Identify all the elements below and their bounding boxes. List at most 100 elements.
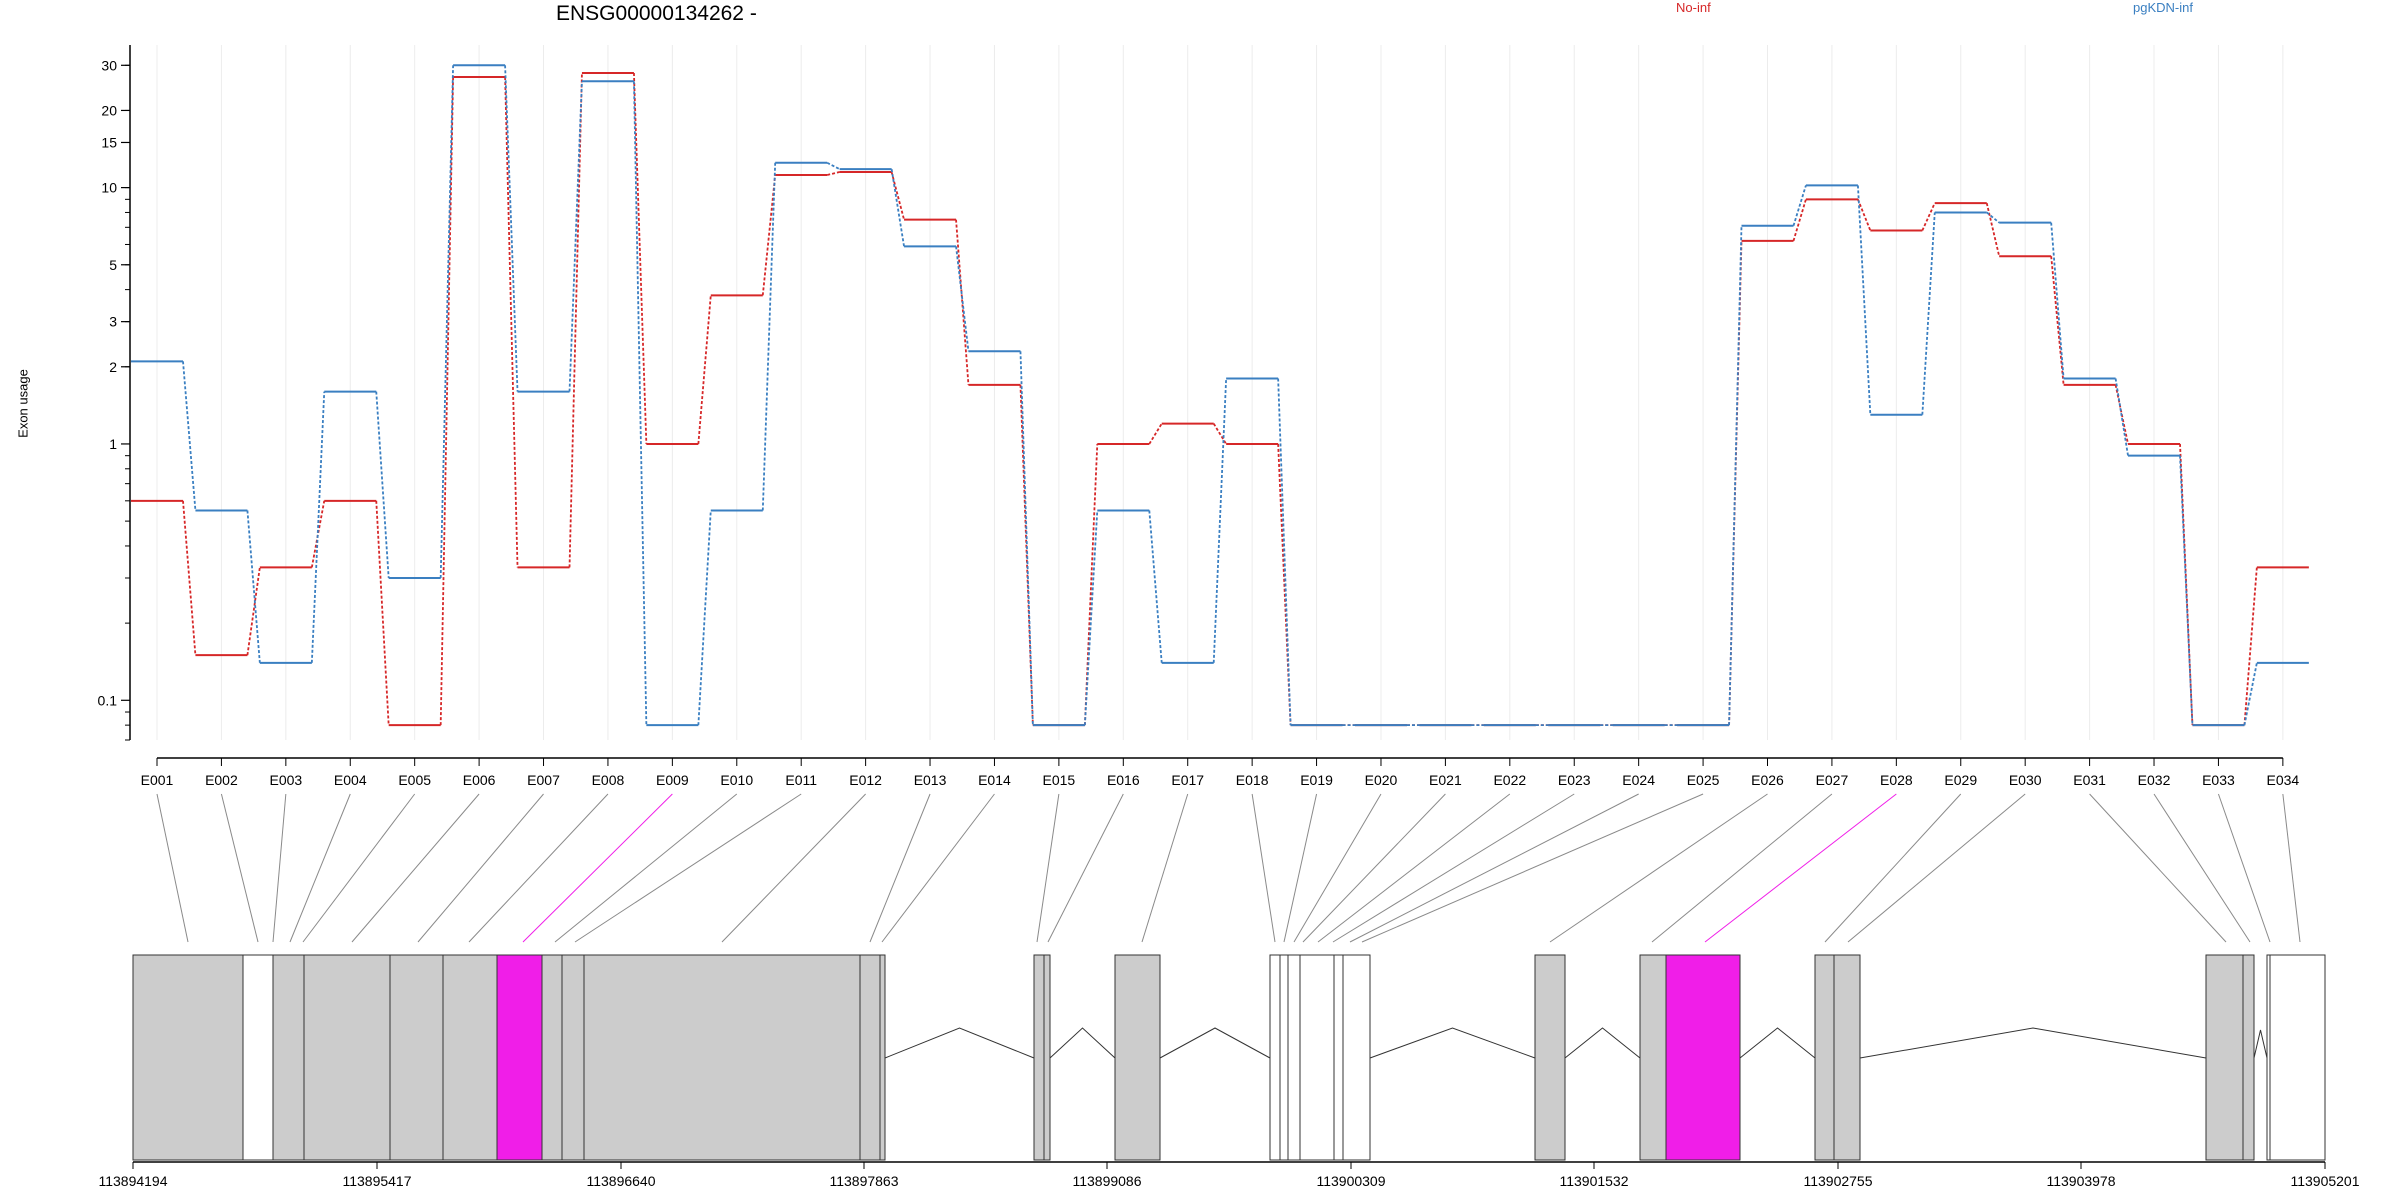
exon-connector xyxy=(417,793,544,943)
series-lines xyxy=(131,64,2309,727)
exon-box xyxy=(242,954,274,1161)
series-connector-no-inf xyxy=(1857,199,1872,231)
x-tick-label: E016 xyxy=(1107,772,1140,788)
exon-connector xyxy=(351,793,480,943)
exon-connector xyxy=(1283,793,1318,943)
exon-box xyxy=(496,954,543,1161)
x-tick-label: E009 xyxy=(656,772,689,788)
x-tick-label: E012 xyxy=(849,772,882,788)
x-tick-label: E034 xyxy=(2267,772,2300,788)
x-tick-label: E031 xyxy=(2073,772,2106,788)
genomic-tick-label: 113895417 xyxy=(342,1173,411,1189)
exon-box xyxy=(1534,954,1566,1161)
x-tick-label: E020 xyxy=(1365,772,1398,788)
exon-connector xyxy=(2089,793,2227,943)
exon-connector xyxy=(272,793,287,943)
series-connector-pgkdn-inf xyxy=(1212,378,1228,663)
series-connector-pgkdn-inf xyxy=(1921,212,1936,415)
exon-box xyxy=(2269,954,2326,1161)
gene-model xyxy=(132,954,2326,1161)
exon-box xyxy=(1639,954,1667,1161)
series-connector-no-inf xyxy=(1985,202,2001,257)
exon-box xyxy=(1299,954,1335,1161)
series-connector-no-inf xyxy=(1921,202,1936,231)
series-connector-pgkdn-inf xyxy=(761,162,777,511)
exon-box xyxy=(1269,954,1281,1161)
exon-connector xyxy=(2217,793,2271,943)
series-connector-pgkdn-inf xyxy=(439,65,454,579)
y-tick-label: 1 xyxy=(109,436,117,452)
exon-connector xyxy=(522,793,673,943)
exon-connector xyxy=(721,793,866,943)
x-tick-label: E015 xyxy=(1043,772,1076,788)
exon-box xyxy=(303,954,391,1161)
x-tick-label: E024 xyxy=(1622,772,1655,788)
exon-connector xyxy=(156,793,189,943)
genomic-tick-label: 113894194 xyxy=(98,1173,167,1189)
exon-connector xyxy=(1141,793,1189,943)
x-tick-label: E032 xyxy=(2138,772,2171,788)
exon-box xyxy=(2242,954,2255,1161)
exon-box xyxy=(583,954,861,1161)
series-connector-pgkdn-inf xyxy=(246,510,261,663)
exon-connector xyxy=(881,793,995,943)
series-connector-pgkdn-inf xyxy=(182,361,197,511)
y-tick-label: 30 xyxy=(101,57,117,73)
series-connector-no-inf xyxy=(310,500,326,568)
series-connector-pgkdn-inf xyxy=(1792,185,1807,226)
exon-connector xyxy=(1651,793,1833,943)
y-tick-label: 0.1 xyxy=(98,692,118,708)
exon-connector xyxy=(1549,793,1768,943)
y-tick-label: 2 xyxy=(109,359,117,375)
x-tick-label: E003 xyxy=(269,772,302,788)
genomic-tick-label: 113905201 xyxy=(2290,1173,2359,1189)
exon-box xyxy=(442,954,498,1161)
genomic-tick-label: 113902755 xyxy=(1803,1173,1872,1189)
exon-connector xyxy=(574,793,802,943)
exon-connector-lines xyxy=(156,793,2301,943)
exon-connector xyxy=(220,793,259,943)
series-connector-no-inf xyxy=(1019,384,1034,726)
exon-connector xyxy=(1704,793,1897,943)
series-connector-no-inf xyxy=(1148,423,1163,445)
intron-line xyxy=(1159,1027,1271,1059)
exon-box xyxy=(272,954,305,1161)
exon-connector xyxy=(289,793,351,943)
x-tick-label: E006 xyxy=(463,772,496,788)
exon-connector xyxy=(554,793,738,943)
x-tick-label: E025 xyxy=(1687,772,1720,788)
x-tick-label: E013 xyxy=(914,772,947,788)
page-title: ENSG00000134262 - xyxy=(556,2,757,25)
x-tick-label: E014 xyxy=(978,772,1011,788)
exon-connector xyxy=(468,793,609,943)
series-connector-pgkdn-inf xyxy=(955,246,970,352)
intron-line xyxy=(1049,1027,1116,1059)
exon-connector xyxy=(1317,793,1511,943)
exon-connector xyxy=(2282,793,2301,943)
series-connector-pgkdn-inf xyxy=(890,169,905,247)
exon-connector xyxy=(1047,793,1124,943)
exon-connector xyxy=(1036,793,1060,943)
exon-connector xyxy=(1302,793,1446,943)
y-tick-label: 20 xyxy=(101,102,117,118)
intron-line xyxy=(1859,1027,2207,1059)
exon-connector xyxy=(302,793,416,943)
exon-box xyxy=(859,954,881,1161)
x-tick-label: E011 xyxy=(785,772,817,788)
series-connector-pgkdn-inf xyxy=(826,161,841,170)
intron-line xyxy=(1564,1027,1641,1059)
intron-line xyxy=(2253,1029,2268,1059)
genomic-tick-label: 113896640 xyxy=(586,1173,655,1189)
exon-box xyxy=(561,954,585,1161)
exon-box xyxy=(1342,954,1371,1161)
series-connector-no-inf xyxy=(633,72,648,444)
axes: 0.1 1 2 3 5 10 15 20 30 E001 E002 E003 E004 E005 E006 E… xyxy=(98,45,2300,788)
exon-connector xyxy=(869,793,931,943)
series-connector-no-inf xyxy=(890,171,905,220)
series-connector-no-inf xyxy=(1212,423,1227,445)
exon-box xyxy=(1814,954,1835,1161)
series-connector-no-inf xyxy=(568,72,583,568)
x-tick-label: E008 xyxy=(592,772,625,788)
